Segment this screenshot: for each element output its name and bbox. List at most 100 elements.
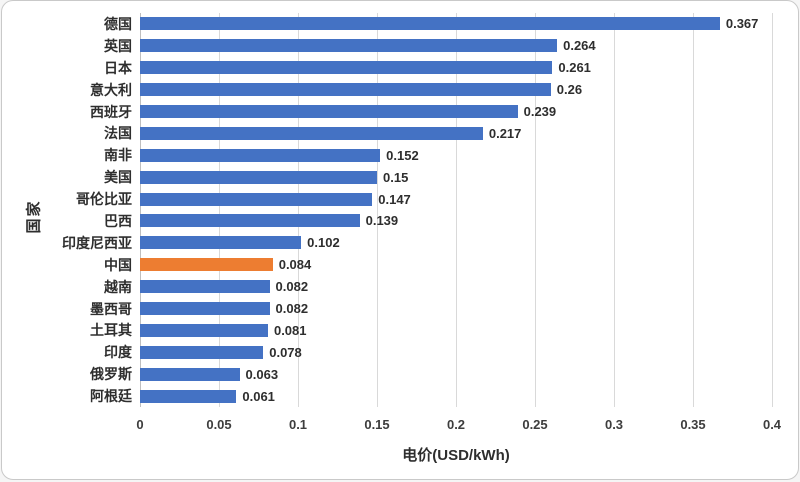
country-label: 土耳其	[90, 322, 132, 339]
bar	[140, 302, 270, 316]
x-tick-label: 0.4	[762, 417, 782, 432]
country-label: 日本	[104, 59, 132, 76]
value-label: 0.217	[488, 125, 522, 141]
bar-area: 0.061	[140, 385, 772, 407]
gridline	[219, 13, 220, 407]
bar-area: 0.147	[140, 188, 772, 210]
value-label: 0.061	[242, 388, 275, 404]
bar-row: 巴西 0.139	[40, 210, 782, 232]
value-label: 0.102	[307, 235, 340, 251]
value-label: 0.152	[386, 147, 419, 163]
value-label: 0.139	[365, 213, 399, 229]
bar-area: 0.081	[140, 319, 772, 341]
x-tick-label: 0.05	[206, 417, 232, 432]
bar	[140, 17, 720, 31]
x-axis-ticks: 0 0.05 0.1 0.15 0.2 0.25 0.3 0.35 0.4	[136, 417, 781, 435]
bar-area: 0.063	[140, 363, 772, 385]
x-tick-label: 0	[136, 417, 144, 432]
gridline	[298, 13, 299, 407]
bar-area: 0.239	[140, 101, 772, 123]
country-label: 英国	[104, 37, 132, 54]
country-label: 巴西	[104, 212, 132, 229]
gridlines	[140, 13, 773, 407]
country-label: 德国	[104, 15, 132, 32]
bar-row: 日本 0.261	[40, 57, 782, 79]
bar	[140, 61, 553, 75]
bar-row: 英国 0.264	[40, 35, 782, 57]
bar	[140, 39, 558, 53]
gridline	[772, 13, 773, 407]
x-tick-label: 0.35	[680, 417, 706, 432]
bar-area: 0.367	[140, 13, 772, 35]
bar-row: 俄罗斯 0.063	[40, 363, 782, 385]
value-label: 0.082	[275, 301, 309, 317]
gridline	[456, 13, 457, 407]
bar-row: 美国 0.15	[40, 166, 782, 188]
value-label: 0.084	[278, 257, 312, 273]
country-label: 越南	[104, 278, 132, 295]
value-label: 0.147	[378, 191, 411, 207]
x-axis-title: 电价(USD/kWh)	[402, 447, 510, 464]
value-label: 0.264	[563, 38, 596, 54]
bar-area: 0.078	[140, 341, 772, 363]
bar-rows: 德国 0.367 英国 0.264 日本 0.261 意大利 0.26 西班牙 0.239 法国 0.…	[40, 13, 782, 407]
x-tick-label: 0.1	[288, 417, 308, 432]
country-label: 意大利	[90, 81, 132, 98]
x-tick-label: 0.25	[522, 417, 548, 432]
bar	[140, 148, 381, 162]
value-label: 0.15	[383, 169, 409, 185]
bar-area: 0.084	[140, 254, 772, 276]
value-label: 0.239	[523, 104, 557, 119]
bar-row: 越南 0.082	[40, 276, 782, 298]
bar	[140, 105, 518, 118]
bar	[140, 236, 302, 250]
country-label: 西班牙	[90, 103, 132, 120]
bar-row: 南非 0.152	[40, 144, 782, 166]
value-label: 0.367	[725, 16, 759, 32]
bar-area: 0.152	[140, 144, 772, 166]
gridline	[614, 13, 615, 407]
bar-row: 意大利 0.26	[40, 79, 782, 101]
gridline	[377, 13, 378, 407]
country-label: 中国	[104, 256, 132, 273]
value-label: 0.078	[269, 344, 302, 360]
value-label: 0.063	[245, 366, 279, 382]
bar	[140, 214, 360, 228]
x-tick-label: 0.3	[604, 417, 624, 432]
bar-area: 0.15	[140, 166, 772, 188]
country-label: 美国	[104, 169, 132, 186]
bar-row: 西班牙 0.239	[40, 101, 782, 123]
bar-row: 印度 0.078	[40, 341, 782, 363]
plot-area: 德国 0.367 英国 0.264 日本 0.261 意大利 0.26 西班牙 0.239 法国 0.…	[40, 13, 782, 407]
bar-row: 土耳其 0.081	[40, 319, 782, 341]
gridline	[693, 13, 694, 407]
bar-area: 0.264	[140, 35, 772, 57]
value-label: 0.082	[275, 279, 309, 295]
country-label: 印度尼西亚	[62, 234, 132, 251]
bar	[140, 126, 483, 140]
country-label: 俄罗斯	[90, 366, 132, 383]
value-label: 0.261	[558, 60, 591, 76]
bar-row: 阿根廷 0.061	[40, 385, 782, 407]
bar	[140, 323, 268, 337]
bar	[140, 280, 270, 294]
country-label: 墨西哥	[90, 300, 132, 317]
bar	[140, 345, 264, 359]
value-label: 0.081	[273, 322, 307, 338]
bar	[140, 170, 377, 184]
bar	[140, 367, 240, 381]
x-tick-label: 0.15	[364, 417, 390, 432]
gridline	[535, 13, 536, 407]
bar-row: 德国 0.367	[40, 13, 782, 35]
bar-area: 0.082	[140, 276, 772, 298]
bar-area: 0.082	[140, 298, 772, 320]
bar-area: 0.217	[140, 122, 772, 144]
bar-row: 法国 0.217	[40, 122, 782, 144]
bar-area: 0.102	[140, 232, 772, 254]
bar-row: 哥伦比亚 0.147	[40, 188, 782, 210]
bar-row: 印度尼西亚 0.102	[40, 232, 782, 254]
country-label: 南非	[104, 147, 132, 164]
bar	[140, 83, 551, 97]
bar-row: 中国 0.084	[40, 254, 782, 276]
